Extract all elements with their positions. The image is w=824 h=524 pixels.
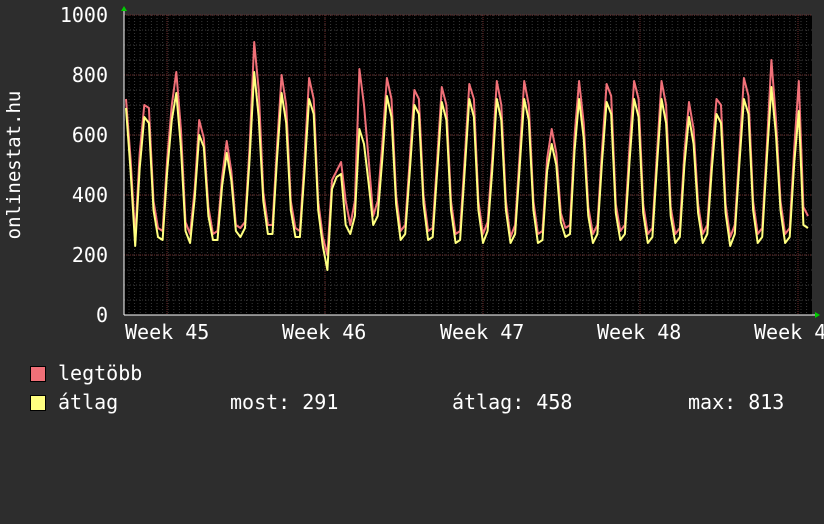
y-tick-label: 1000 [60,3,108,27]
y-axis-label: onlinestat.hu [3,91,25,240]
y-axis-arrow-icon [121,6,127,11]
legend-label-max: legtöbb [58,361,143,385]
x-axis-arrow-icon [815,312,820,318]
stat-now-value: 291 [302,390,339,414]
stat-max-value: 813 [748,390,785,414]
x-tick-label: Week 45 [125,320,209,344]
stat-now: most: 291 [230,391,338,413]
legend-label-avg: átlag [58,390,119,414]
x-tick-label: Week 46 [282,320,366,344]
legend-swatch-avg [30,395,46,411]
y-tick-label: 400 [72,183,108,207]
line-chart: 0 200 400 600 800 1000 Week 45 Week 46 Week 47 We… [3,3,824,344]
series-line-avg [125,71,809,271]
series-group [125,41,809,271]
y-tick-label: 600 [72,123,108,147]
stat-avg: átlag: 458 [452,391,572,413]
x-tick-label: Week 48 [597,320,681,344]
stat-max-label: max: [688,390,737,414]
stat-avg-label: átlag: [452,390,525,414]
axes: 0 200 400 600 800 1000 Week 45 Week 46 Week 47 We… [60,3,824,344]
stat-max: max: 813 [688,391,784,413]
legend-swatch-max [30,366,46,382]
stat-avg-value: 458 [536,390,573,414]
x-tick-label: Week 47 [440,320,524,344]
stat-now-label: most: [230,390,291,414]
legend-row-avg: átlag most: 291 átlag: 458 max: 813 [30,391,810,413]
legend-row-max: legtöbb [30,362,790,384]
y-tick-label: 800 [72,63,108,87]
x-tick-label: Week 4 [754,320,824,344]
y-tick-label: 200 [72,243,108,267]
plot-area [124,15,812,315]
y-tick-label: 0 [96,303,108,327]
